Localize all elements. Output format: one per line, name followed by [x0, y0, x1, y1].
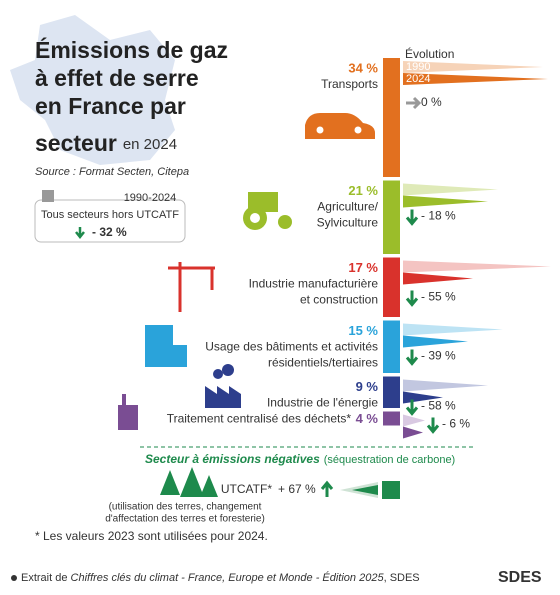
- title-line: Émissions de gaz: [35, 36, 228, 63]
- footer-suffix: , SDES: [384, 572, 420, 584]
- negative-note: (utilisation des terres, changement: [109, 502, 262, 513]
- share-segment: [383, 376, 400, 408]
- evolution-2024: [403, 73, 548, 85]
- evolution-2024: [403, 335, 468, 348]
- negative-subtitle: (séquestration de carbone): [324, 454, 455, 466]
- logo: SDES: [498, 569, 542, 586]
- trees-icon: [160, 467, 218, 497]
- change-arrow: [405, 209, 419, 226]
- sector-name: Traitement centralisé des déchets*: [167, 412, 352, 426]
- footer-prefix: Extrait de: [21, 572, 71, 584]
- evolution-1990: [403, 323, 503, 336]
- tractor-icon: [243, 192, 292, 230]
- evolution-2024: [403, 272, 473, 285]
- sector-name: résidentiels/tertiaires: [268, 356, 378, 370]
- change-arrow: [426, 417, 440, 434]
- change-arrow: [405, 349, 419, 366]
- negative-note: d'affectation des terres et foresterie): [105, 514, 265, 525]
- evolution-1990: [403, 183, 498, 196]
- summary-change: - 32 %: [92, 225, 127, 239]
- change-label: - 58 %: [421, 399, 456, 413]
- share-segment: [383, 320, 400, 373]
- change-label: - 39 %: [421, 349, 456, 363]
- share-label: 17 %: [348, 260, 378, 275]
- footer-italic: Chiffres clés du climat - France, Europe…: [71, 571, 385, 584]
- legend-end: 2024: [406, 73, 430, 85]
- title-line: secteur en 2024: [35, 130, 177, 156]
- summary-period: 1990-2024: [124, 192, 177, 204]
- sector-name: Industrie de l'énergie: [267, 396, 378, 410]
- evolution-1990: [403, 260, 551, 273]
- share-label: 15 %: [348, 323, 378, 338]
- sector-name: Industrie manufacturière: [249, 277, 379, 291]
- sector-name: et construction: [300, 293, 378, 307]
- negative-name: UTCATF*: [221, 482, 272, 496]
- share-label: 21 %: [348, 183, 378, 198]
- sector-name: Transports: [321, 77, 378, 91]
- footnote: * Les valeurs 2023 sont utilisées pour 2…: [35, 529, 268, 543]
- title-line: en France par: [35, 93, 186, 119]
- crane-icon: [168, 262, 215, 312]
- title-line: à effet de serre: [35, 65, 199, 91]
- share-label: 4 %: [356, 411, 379, 426]
- change-label: 0 %: [421, 95, 442, 109]
- evolution-2024: [403, 195, 488, 208]
- footer: Extrait de Chiffres clés du climat - Fra…: [21, 571, 420, 584]
- change-arrow: [405, 399, 419, 416]
- legend-title: Évolution: [405, 46, 454, 61]
- sector-name: Sylviculture: [317, 216, 379, 230]
- legend-start: 1990: [406, 61, 430, 73]
- negative-heading: Secteur à émissions négatives (séquestrat…: [145, 452, 455, 466]
- waste-icon: [118, 394, 138, 430]
- source: Source : Format Secten, Citepa: [35, 166, 189, 178]
- share-label: 9 %: [356, 379, 379, 394]
- share-label: 34 %: [348, 60, 378, 75]
- share-segment: [383, 180, 400, 254]
- negative-title: Secteur à émissions négatives: [145, 452, 320, 466]
- negative-change: + 67 %: [278, 482, 316, 496]
- building-icon: [145, 325, 187, 367]
- share-segment: [383, 257, 400, 317]
- factory-icon: [205, 364, 241, 408]
- negative-triangle: [352, 485, 378, 495]
- summary-arrow: [75, 227, 85, 240]
- title-word: secteur: [35, 130, 117, 156]
- evolution-1990: [403, 414, 425, 427]
- france-map: [10, 15, 175, 165]
- sector-name: Usage des bâtiments et activités: [205, 340, 378, 354]
- change-arrow: [320, 480, 334, 497]
- evolution-2024: [403, 426, 423, 439]
- bullet: [11, 575, 17, 581]
- summary-label: Tous secteurs hors UTCATF: [41, 209, 179, 221]
- negative-block: [382, 481, 400, 499]
- share-segment: [383, 58, 400, 177]
- sector-name: Agriculture/: [317, 200, 378, 214]
- summary-icon: [42, 190, 54, 202]
- title-suffix: en 2024: [123, 136, 177, 153]
- summary-box: [34, 199, 186, 243]
- change-arrow: [405, 290, 419, 307]
- car-icon: [305, 113, 375, 139]
- evolution-1990: [403, 379, 488, 392]
- evolution-1990: [403, 61, 543, 73]
- change-label: - 55 %: [421, 290, 456, 304]
- change-label: - 6 %: [442, 417, 470, 431]
- change-arrow: [406, 96, 422, 110]
- share-segment: [383, 411, 400, 426]
- change-label: - 18 %: [421, 209, 456, 223]
